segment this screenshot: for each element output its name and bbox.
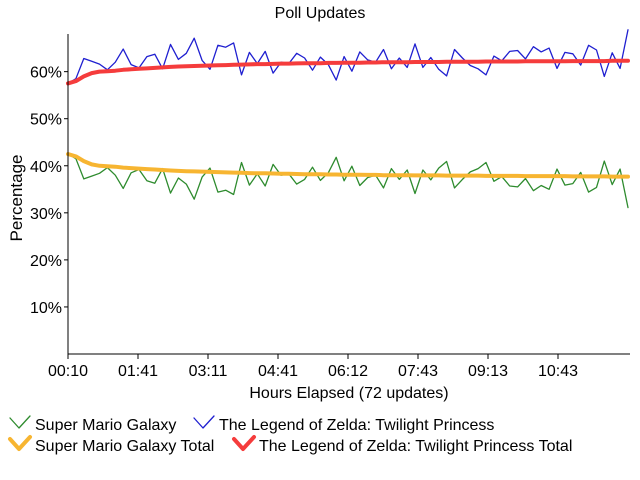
plot-area bbox=[66, 29, 630, 209]
x-tick-label: 03:11 bbox=[189, 363, 228, 380]
chart-legend: Super Mario Galaxy The Legend of Zelda: T… bbox=[8, 415, 572, 455]
legend-label: Super Mario Galaxy bbox=[35, 417, 176, 434]
x-tick-label: 04:41 bbox=[258, 363, 298, 380]
y-axis-label: Percentage bbox=[7, 155, 26, 242]
legend-swatch bbox=[193, 415, 215, 429]
y-tick-label: 50% bbox=[30, 112, 62, 129]
y-axis-ticks: 10% 20% 30% 40% 50% 60% bbox=[30, 65, 68, 317]
x-axis-label: Hours Elapsed (72 updates) bbox=[249, 385, 448, 402]
legend-swatch bbox=[232, 435, 256, 451]
legend-label: Super Mario Galaxy Total bbox=[35, 438, 214, 455]
legend-label: The Legend of Zelda: Twilight Princess bbox=[219, 417, 494, 434]
x-tick-label: 10:43 bbox=[538, 363, 578, 380]
x-tick-label: 00:10 bbox=[48, 363, 88, 380]
x-tick-label: 01:41 bbox=[118, 363, 158, 380]
legend-swatch bbox=[9, 415, 31, 429]
series-line-the-legend-of-zelda-twilight-princess-total bbox=[66, 58, 630, 86]
legend-label: The Legend of Zelda: Twilight Princess T… bbox=[259, 438, 572, 455]
series-line-the-legend-of-zelda-twilight-princess bbox=[67, 29, 629, 85]
chart-title: Poll Updates bbox=[275, 5, 366, 22]
y-tick-label: 40% bbox=[30, 159, 62, 176]
y-tick-label: 60% bbox=[30, 65, 62, 82]
x-axis-ticks: 00:10 01:41 03:11 04:41 06:12 07:43 09:13 10:43 bbox=[48, 354, 578, 380]
x-tick-label: 06:12 bbox=[328, 363, 368, 380]
series-line-super-mario-galaxy bbox=[67, 153, 629, 209]
y-tick-label: 30% bbox=[30, 206, 62, 223]
y-tick-label: 10% bbox=[30, 300, 62, 317]
legend-swatch bbox=[8, 435, 32, 451]
x-tick-label: 09:13 bbox=[468, 363, 508, 380]
y-tick-label: 20% bbox=[30, 253, 62, 270]
series-line-super-mario-galaxy-total bbox=[66, 152, 630, 179]
x-tick-label: 07:43 bbox=[398, 363, 438, 380]
